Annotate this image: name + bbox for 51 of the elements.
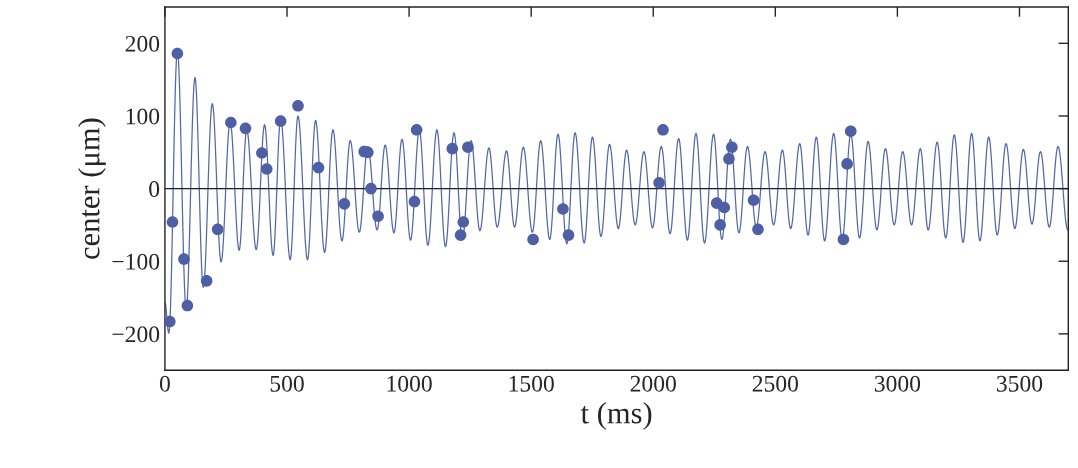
point: [211, 223, 224, 236]
point: [338, 198, 351, 210]
point: [200, 275, 213, 287]
point: [714, 219, 726, 231]
point: [657, 123, 669, 136]
point: [726, 141, 738, 154]
point: [365, 182, 377, 195]
point: [239, 122, 252, 135]
point: [225, 116, 237, 129]
x-tick-label: 1500: [509, 375, 554, 392]
point: [462, 141, 474, 154]
y-tick-label: 200: [125, 35, 160, 52]
point: [166, 216, 179, 228]
point: [457, 216, 470, 228]
point: [181, 299, 194, 312]
point: [844, 125, 857, 138]
point: [446, 142, 459, 155]
point: [837, 233, 850, 246]
point: [260, 163, 273, 175]
point: [747, 194, 760, 207]
point: [410, 123, 423, 136]
x-tick-label: 2000: [630, 375, 676, 392]
x-tick-label: 500: [270, 375, 304, 392]
point: [171, 47, 184, 60]
y-tick-label: 100: [126, 108, 160, 125]
y-tick-label: 0: [149, 181, 160, 198]
point: [718, 201, 731, 214]
point: [164, 315, 176, 328]
y-axis-title: center (μm): [78, 118, 106, 259]
point: [653, 176, 665, 189]
point: [312, 161, 325, 174]
point: [562, 229, 575, 241]
point: [178, 253, 190, 265]
point: [841, 158, 853, 170]
point: [292, 99, 304, 112]
y-tick-label: −100: [112, 253, 160, 270]
point: [274, 115, 287, 127]
y-tick-label: −200: [112, 326, 160, 343]
point: [256, 147, 268, 159]
x-tick-label: 3500: [996, 375, 1043, 392]
x-axis-title: t (ms): [580, 402, 652, 430]
x-tick-label: 1000: [387, 375, 432, 392]
point: [527, 233, 539, 246]
point: [723, 153, 735, 165]
point: [408, 195, 421, 208]
x-tick-label: 3000: [874, 375, 921, 392]
point: [752, 223, 764, 236]
point: [454, 229, 467, 241]
point: [557, 203, 569, 215]
x-tick-label: 2500: [752, 375, 799, 392]
point: [372, 210, 384, 223]
